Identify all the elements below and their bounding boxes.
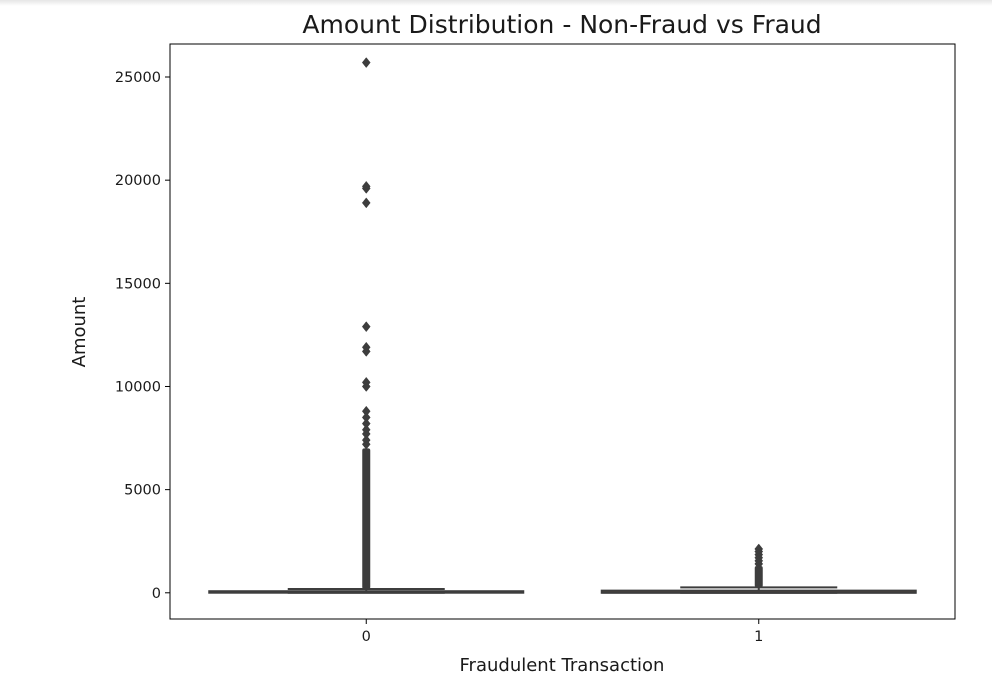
- outlier-point: [754, 543, 764, 555]
- x-axis-label: Fraudulent Transaction: [460, 655, 665, 676]
- outlier-point: [361, 197, 371, 209]
- y-tick-label: 15000: [115, 276, 161, 292]
- outlier-point: [361, 376, 371, 388]
- y-tick-label: 10000: [115, 379, 161, 395]
- y-tick-label: 5000: [124, 483, 161, 499]
- outlier-point: [361, 434, 371, 446]
- outlier-band: [362, 448, 371, 589]
- chart-title: Amount Distribution - Non-Fraud vs Fraud: [302, 10, 821, 39]
- outlier-point: [361, 341, 371, 353]
- notebook-top-edge: [0, 0, 992, 6]
- x-tick-label: 1: [754, 629, 763, 645]
- outlier-point: [361, 424, 371, 436]
- plot-area: [208, 57, 917, 594]
- y-tick-label: 0: [152, 586, 161, 602]
- y-tick-label: 25000: [115, 70, 161, 86]
- y-axis: 0 5000 10000 15000 20000 25000: [115, 70, 170, 602]
- outlier-point: [361, 57, 371, 68]
- box-group-1: [600, 543, 917, 594]
- y-axis-label: Amount: [69, 297, 90, 368]
- box-group-0: [208, 57, 525, 594]
- outlier-point: [361, 418, 371, 430]
- plot-frame: [169, 43, 956, 620]
- x-tick-label: 0: [362, 629, 371, 645]
- outlier-point: [361, 180, 371, 192]
- outlier-band: [754, 565, 763, 588]
- outlier-point: [361, 412, 371, 423]
- outlier-point: [361, 405, 371, 417]
- y-tick-label: 20000: [115, 173, 161, 189]
- outlier-point: [361, 321, 371, 333]
